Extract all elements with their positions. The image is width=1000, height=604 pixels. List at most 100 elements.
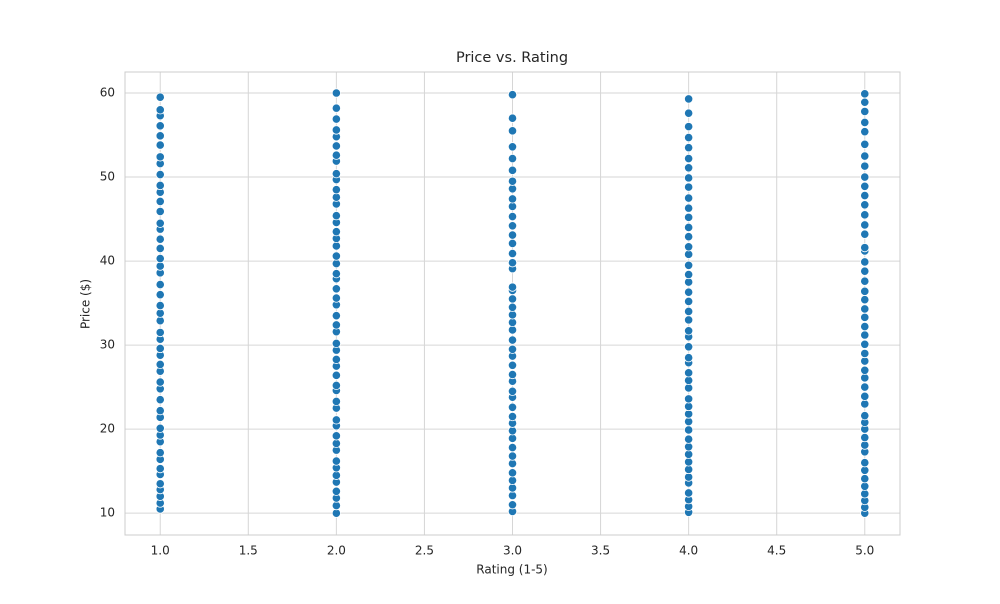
point [507,201,518,212]
point [860,348,870,359]
point [155,479,165,489]
point [684,122,694,132]
point [507,475,518,485]
point [860,117,870,128]
point [331,415,341,425]
points [155,88,870,518]
point [860,339,870,349]
point [684,383,694,393]
point [684,375,694,385]
point [860,304,870,314]
point [684,212,694,222]
point [155,92,165,102]
point [331,380,341,391]
point [507,458,518,469]
point [860,382,870,392]
point [507,402,518,412]
point [155,243,165,254]
point [507,426,518,436]
point [155,261,165,271]
x-tick-label: 3.5 [591,544,610,558]
point [507,258,518,268]
point [684,409,694,419]
point [507,317,518,328]
point [860,356,870,366]
point [331,211,341,221]
point [860,161,870,171]
point [684,296,694,306]
point [331,227,341,237]
point [860,200,870,210]
point [684,260,694,270]
x-tick-label: 3.0 [503,544,522,558]
point [507,411,518,422]
point [507,386,518,396]
point [860,481,870,491]
point [507,221,518,231]
point [507,294,518,304]
point [860,399,870,409]
point [331,396,341,406]
point [155,152,165,162]
y-tick-label: 30 [100,338,115,352]
point [507,483,518,493]
point [684,132,694,143]
point [860,243,870,253]
point [684,153,694,164]
point [331,456,341,466]
point [860,151,870,161]
point [684,342,694,352]
point [507,344,518,354]
point [507,184,518,194]
point [507,490,518,501]
chart-title: Price vs. Rating [456,50,568,66]
point [860,220,870,230]
point [331,114,341,124]
point [860,365,870,375]
point [684,434,694,444]
point [155,327,165,338]
point [507,248,518,259]
point [331,486,341,496]
point [331,431,341,441]
point [331,284,341,294]
point [860,330,870,340]
point [331,508,341,518]
point [507,176,518,186]
point [684,277,694,287]
point [155,377,165,387]
point [155,140,165,150]
point [507,369,518,380]
x-tick-label: 4.0 [679,544,698,558]
point [860,458,870,468]
point [155,406,165,416]
point [155,308,165,318]
point [155,131,165,141]
point [860,295,870,305]
point [155,196,165,207]
point [684,242,694,252]
point [155,464,165,474]
point [860,432,870,443]
point [507,142,518,152]
point [684,108,694,118]
point [684,232,694,242]
x-tick-label: 2.0 [327,544,346,558]
point [684,306,694,317]
point [507,468,518,478]
point [507,238,518,249]
y-axis-label: Price ($) [79,279,93,329]
point [155,105,165,115]
point [331,293,341,303]
point [331,470,341,480]
point [684,488,694,498]
point [684,193,694,203]
point [155,301,165,311]
point [507,302,518,312]
point [684,457,694,467]
point [684,203,694,213]
point [331,354,341,364]
point [331,185,341,195]
